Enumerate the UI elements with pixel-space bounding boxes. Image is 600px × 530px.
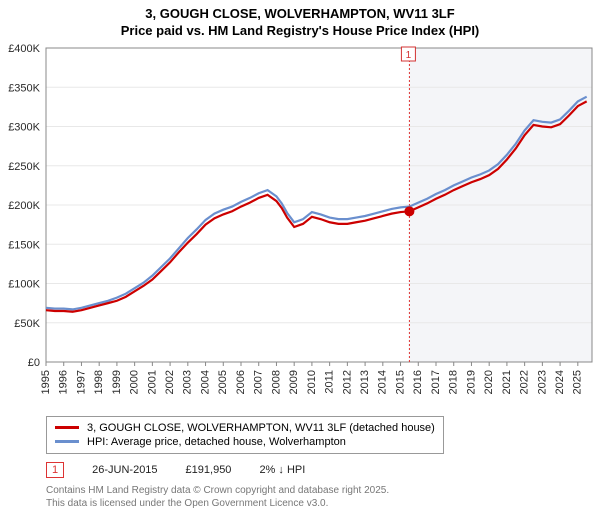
marker-label-text: 1 (406, 50, 412, 61)
legend-row: HPI: Average price, detached house, Wolv… (55, 435, 435, 449)
legend-label: 3, GOUGH CLOSE, WOLVERHAMPTON, WV11 3LF … (87, 422, 435, 434)
legend-label: HPI: Average price, detached house, Wolv… (87, 436, 346, 448)
chart-container: £0 £50K £100K £150K £200K £250K £300K £350K £400… (0, 42, 600, 412)
marker-badge: 1 (46, 462, 64, 478)
legend-swatch (55, 426, 79, 429)
legend-swatch (55, 440, 79, 443)
y-tick-label: £250K (8, 161, 40, 173)
y-tick-label: £100K (8, 278, 40, 290)
x-tick-label: 2004 (199, 370, 211, 394)
footer-price: £191,950 (186, 464, 232, 476)
x-tick-label: 2007 (253, 370, 265, 394)
x-tick-label: 2006 (235, 370, 247, 394)
x-tick-label: 2013 (359, 370, 371, 394)
x-tick-label: 2001 (146, 370, 158, 394)
y-tick-label: £150K (8, 239, 40, 251)
line-chart: £0 £50K £100K £150K £200K £250K £300K £350K £400… (0, 42, 600, 412)
credits-line-2: This data is licensed under the Open Gov… (46, 497, 600, 510)
y-tick-label: £400K (8, 43, 40, 55)
legend: 3, GOUGH CLOSE, WOLVERHAMPTON, WV11 3LF … (46, 416, 444, 454)
y-tick-label: £200K (8, 200, 40, 212)
chart-title-block: 3, GOUGH CLOSE, WOLVERHAMPTON, WV11 3LF … (0, 0, 600, 42)
x-tick-label: 2024 (554, 370, 566, 394)
x-tick-label: 2020 (483, 370, 495, 394)
x-tick-label: 2011 (324, 370, 336, 394)
x-tick-label: 2019 (465, 370, 477, 394)
x-tick-label: 2000 (129, 370, 141, 394)
x-tick-label: 2010 (306, 370, 318, 394)
x-tick-label: 1999 (111, 370, 123, 394)
x-tick-label: 2025 (572, 370, 584, 394)
x-tick-label: 2022 (519, 370, 531, 394)
footer-row: 1 26-JUN-2015 £191,950 2% ↓ HPI (46, 462, 600, 478)
x-tick-label: 1995 (40, 370, 52, 394)
x-tick-label: 1998 (93, 370, 105, 394)
x-tick-label: 1996 (58, 370, 70, 394)
x-tick-label: 2002 (164, 370, 176, 394)
title-line-2: Price paid vs. HM Land Registry's House … (0, 23, 600, 40)
y-tick-label: £0 (28, 357, 40, 369)
marker-point (404, 206, 414, 216)
title-line-1: 3, GOUGH CLOSE, WOLVERHAMPTON, WV11 3LF (0, 6, 600, 23)
y-tick-label: £350K (8, 82, 40, 94)
x-tick-label: 2021 (501, 370, 513, 394)
x-tick-label: 2017 (430, 370, 442, 394)
x-tick-label: 2023 (536, 370, 548, 394)
credits: Contains HM Land Registry data © Crown c… (46, 484, 600, 510)
footer-delta: 2% ↓ HPI (259, 464, 305, 476)
x-tick-label: 2015 (394, 370, 406, 394)
x-tick-label: 2014 (377, 370, 389, 394)
x-tick-label: 2009 (288, 370, 300, 394)
y-tick-label: £50K (14, 318, 40, 330)
footer-date: 26-JUN-2015 (92, 464, 157, 476)
x-tick-label: 2008 (270, 370, 282, 394)
x-tick-label: 2012 (341, 370, 353, 394)
y-tick-label: £300K (8, 121, 40, 133)
credits-line-1: Contains HM Land Registry data © Crown c… (46, 484, 600, 497)
x-tick-label: 2016 (412, 370, 424, 394)
legend-row: 3, GOUGH CLOSE, WOLVERHAMPTON, WV11 3LF … (55, 421, 435, 435)
x-tick-label: 1997 (75, 370, 87, 394)
x-tick-label: 2018 (448, 370, 460, 394)
x-tick-label: 2003 (182, 370, 194, 394)
x-tick-label: 2005 (217, 370, 229, 394)
